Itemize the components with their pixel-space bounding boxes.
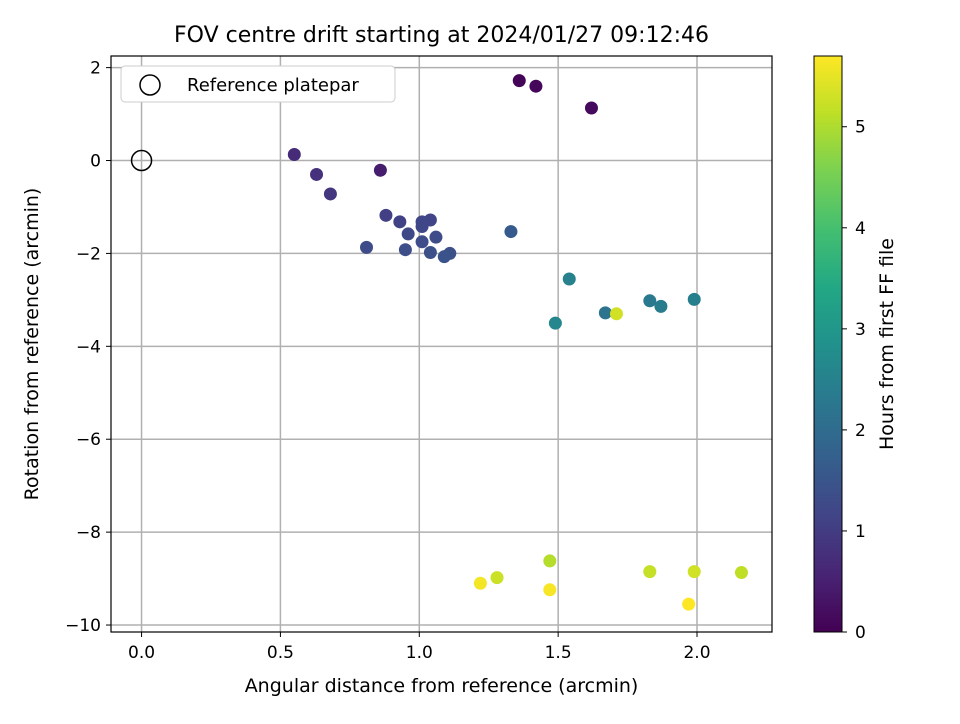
y-axis-ticks: 2 0 −2 −4 −6 −8 −10: [65, 59, 111, 636]
data-point: [529, 79, 543, 93]
data-point: [379, 208, 393, 222]
colorbar: 0 1 2 3 4 5 Hours from first FF file: [813, 55, 898, 643]
data-point: [734, 566, 748, 580]
colorbar-gradient: [813, 55, 843, 633]
data-point: [543, 554, 557, 568]
data-point: [473, 576, 487, 590]
colorbar-tick-label: 0: [855, 623, 866, 643]
data-point: [423, 245, 437, 259]
data-point: [562, 272, 576, 286]
x-tick-label: 0.0: [128, 643, 155, 663]
data-point: [687, 292, 701, 306]
y-tick-label: −8: [76, 523, 101, 543]
data-point: [490, 571, 504, 585]
data-point: [393, 215, 407, 229]
plot-frame: [110, 55, 773, 633]
data-point: [323, 187, 337, 201]
data-point: [287, 147, 301, 161]
colorbar-tick-label: 5: [855, 118, 866, 138]
data-point: [643, 294, 657, 308]
data-point: [504, 225, 518, 239]
colorbar-tick-label: 2: [855, 421, 866, 441]
legend-box: [120, 65, 396, 103]
y-tick-label: 2: [90, 59, 101, 79]
colorbar-label: Hours from first FF file: [876, 238, 898, 450]
data-point: [609, 307, 623, 321]
colorbar-ticks: 0 1 2 3 4 5: [842, 118, 866, 643]
y-tick-label: −6: [76, 430, 101, 450]
data-point: [512, 74, 526, 88]
x-tick-label: 1.0: [406, 643, 433, 663]
data-point: [310, 167, 324, 181]
colorbar-tick-label: 3: [855, 320, 866, 340]
legend-entry-reference-platepar: Reference platepar: [187, 75, 359, 96]
data-point: [548, 316, 562, 330]
y-tick-label: −2: [76, 244, 101, 264]
data-point: [543, 583, 557, 597]
colorbar-tick-label: 4: [855, 219, 866, 239]
grid-lines: [111, 56, 772, 632]
reference-platepar-marker: [130, 149, 153, 172]
y-tick-label: 0: [90, 152, 101, 172]
x-axis-ticks: 0.0 0.5 1.0 1.5 2.0: [128, 632, 711, 663]
data-point: [584, 101, 598, 115]
x-tick-label: 1.5: [545, 643, 572, 663]
data-point: [598, 306, 612, 320]
data-point: [687, 565, 701, 579]
x-tick-label: 2.0: [683, 643, 710, 663]
data-point: [415, 219, 429, 233]
x-axis-label: Angular distance from reference (arcmin): [245, 675, 639, 697]
data-point: [398, 243, 412, 257]
data-point: [437, 250, 451, 264]
y-tick-label: −4: [76, 337, 101, 357]
data-point: [643, 565, 657, 579]
data-point: [654, 299, 668, 313]
chart-title: FOV centre drift starting at 2024/01/27 …: [174, 23, 709, 48]
data-point: [373, 163, 387, 177]
data-point: [682, 597, 696, 611]
y-axis-label: Rotation from reference (arcmin): [21, 188, 43, 501]
data-point: [429, 230, 443, 244]
scatter-points: [130, 74, 748, 611]
x-tick-label: 0.5: [267, 643, 294, 663]
legend-reference-marker: [139, 74, 161, 96]
data-point: [415, 235, 429, 249]
data-point: [360, 240, 374, 254]
legend: Reference platepar: [120, 65, 396, 103]
y-tick-label: −10: [65, 616, 101, 636]
data-point: [401, 227, 415, 241]
colorbar-tick-label: 1: [855, 522, 866, 542]
